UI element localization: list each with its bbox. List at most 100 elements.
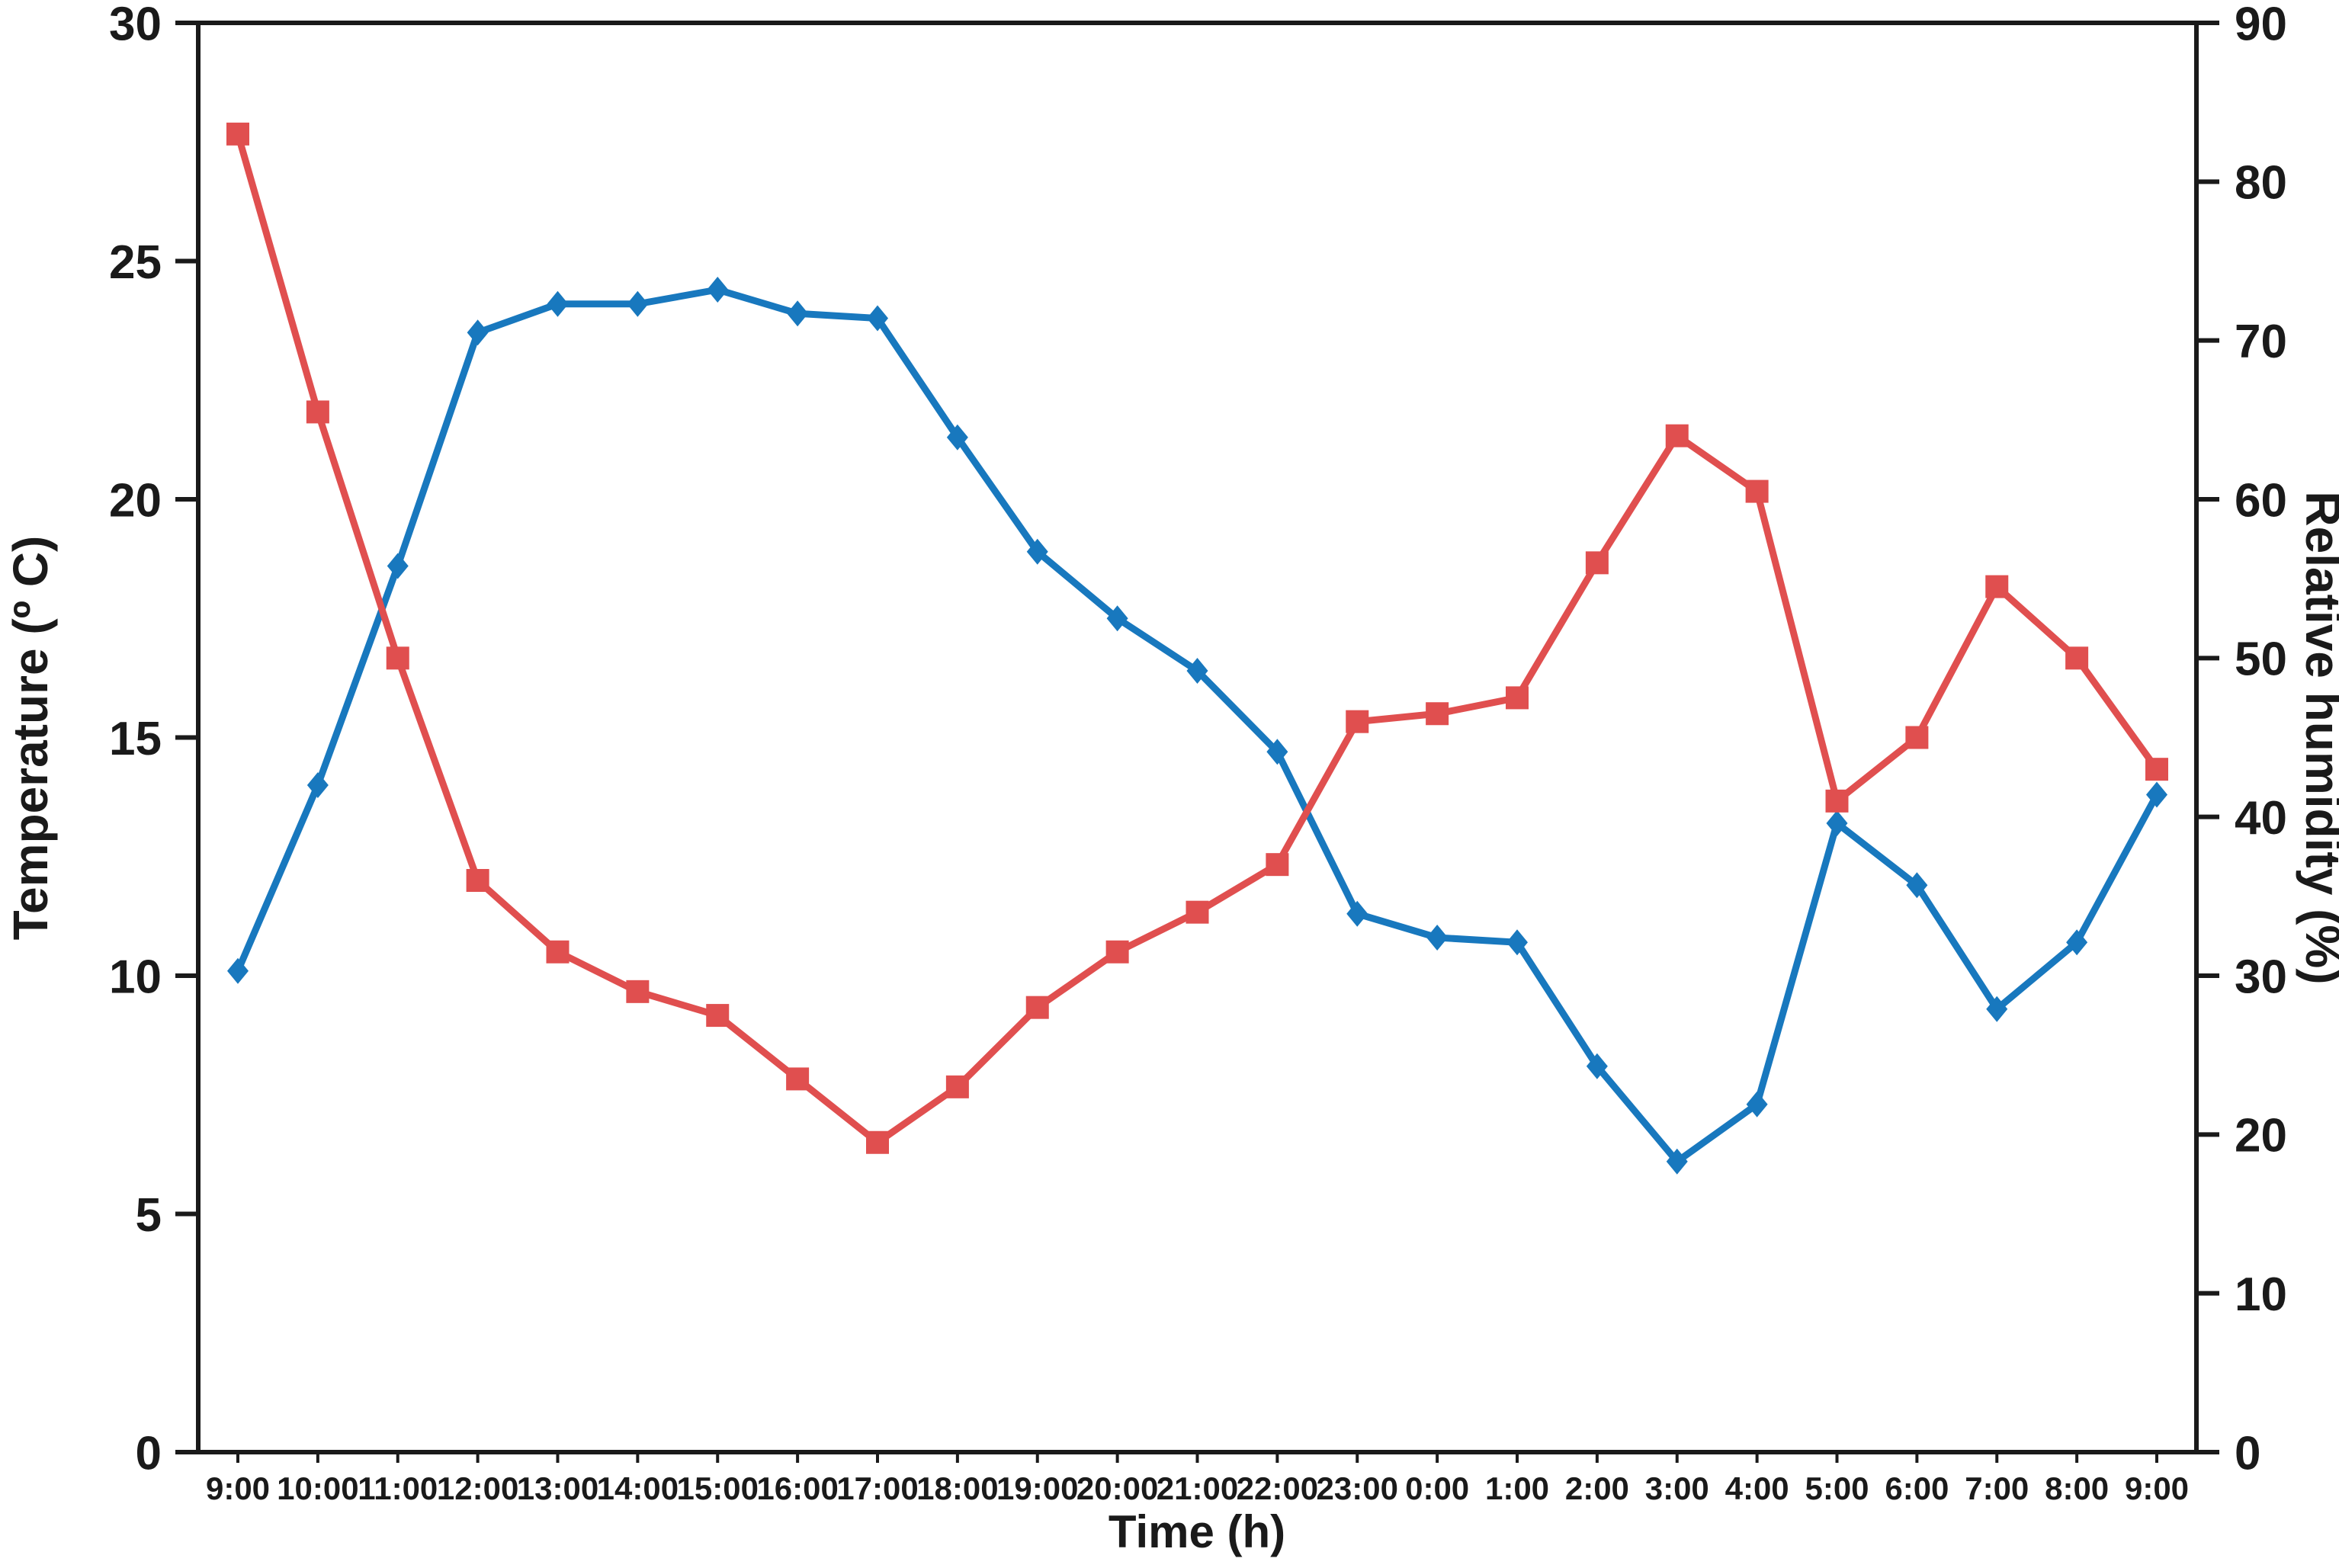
- left-axis-tick-label: 0: [136, 1427, 162, 1480]
- relative-humidity-series-marker: [2145, 758, 2168, 781]
- relative-humidity-series-marker: [546, 940, 570, 964]
- x-axis-tick-label: 9:00: [2125, 1470, 2189, 1506]
- x-axis-tick-label: 5:00: [1805, 1470, 1869, 1506]
- temperature-series-marker: [1906, 872, 1928, 899]
- x-axis-tick-label: 16:00: [756, 1470, 838, 1506]
- temperature-series-marker: [1666, 1148, 1688, 1175]
- x-axis-tick-label: 18:00: [916, 1470, 998, 1506]
- right-axis-tick-label: 20: [2235, 1110, 2287, 1162]
- relative-humidity-series-marker: [226, 122, 249, 146]
- x-axis-tick-label: 1:00: [1485, 1470, 1549, 1506]
- relative-humidity-series-marker: [1266, 853, 1289, 877]
- x-axis-tick-label: 8:00: [2045, 1470, 2109, 1506]
- x-axis-tick-label: 10:00: [277, 1470, 358, 1506]
- x-axis: 9:00 10:0011:0012:0013:0014:0015:0016:001…: [206, 1452, 2189, 1506]
- relative-humidity-series-marker: [306, 400, 329, 424]
- temperature-series-marker: [1746, 1091, 1768, 1117]
- x-axis-tick-label: 7:00: [1965, 1470, 2029, 1506]
- temperature-series-marker: [627, 290, 649, 317]
- x-axis-tick-label: 9:00: [206, 1470, 270, 1506]
- temperature-series-marker: [306, 772, 329, 798]
- relative-humidity-series-marker: [1665, 424, 1689, 447]
- plot-frame: [196, 21, 2199, 1454]
- left-axis-tick-label: 30: [109, 0, 162, 50]
- right-axis-tick-label: 0: [2235, 1427, 2260, 1480]
- relative-humidity-series-line: [234, 130, 2161, 1146]
- x-axis-tick-label: 6:00: [1885, 1470, 1949, 1506]
- right-axis-title: Relative humidity (%): [2296, 491, 2339, 984]
- temperature-series-marker: [1586, 1053, 1608, 1079]
- right-axis-tick-label: 80: [2235, 157, 2287, 210]
- right-axis-tick-label: 90: [2235, 0, 2287, 50]
- relative-humidity-series-marker: [626, 980, 650, 1003]
- x-axis-tick-label: 23:00: [1317, 1470, 1398, 1506]
- temperature-series-marker: [1826, 810, 1848, 836]
- temperature-series-line: [234, 286, 2161, 1166]
- temperature-series-marker: [707, 277, 729, 303]
- temperature-series-marker: [547, 290, 569, 317]
- x-axis-title: Time (h): [1109, 1506, 1285, 1557]
- relative-humidity-series-marker: [1346, 710, 1369, 733]
- right-axis-tick-label: 10: [2235, 1268, 2287, 1321]
- relative-humidity-series-marker: [786, 1067, 810, 1091]
- temperature-series-marker: [2066, 929, 2088, 956]
- left-axis: 0 5 10 15 20 25 30: [109, 0, 198, 1480]
- relative-humidity-series-marker: [1585, 551, 1609, 575]
- relative-humidity-series-marker: [866, 1130, 889, 1154]
- relative-humidity-series-marker: [1025, 996, 1049, 1019]
- relative-humidity-series: [226, 122, 2168, 1154]
- x-axis-tick-label: 22:00: [1237, 1470, 1318, 1506]
- temperature-series-marker: [1986, 996, 2008, 1022]
- x-axis-tick-label: 2:00: [1565, 1470, 1629, 1506]
- relative-humidity-series-marker: [1825, 789, 1849, 813]
- relative-humidity-series-marker: [945, 1075, 969, 1098]
- left-axis-tick-label: 5: [136, 1189, 162, 1242]
- x-axis-tick-label: 17:00: [836, 1470, 918, 1506]
- x-axis-tick-label: 14:00: [597, 1470, 679, 1506]
- temperature-series-marker: [946, 424, 968, 451]
- x-axis-tick-label: 15:00: [677, 1470, 759, 1506]
- right-axis-tick-label: 60: [2235, 474, 2287, 527]
- right-axis-tick-label: 40: [2235, 792, 2287, 845]
- x-axis-tick-label: 4:00: [1725, 1470, 1789, 1506]
- relative-humidity-series-marker: [1985, 575, 2009, 598]
- x-axis-tick-label: 20:00: [1076, 1470, 1158, 1506]
- x-axis-tick-label: 19:00: [996, 1470, 1078, 1506]
- right-axis: 0 10 20 30 40 50 60 70 80 90: [2196, 0, 2287, 1480]
- temperature-series-marker: [1426, 925, 1449, 951]
- right-axis-tick-label: 30: [2235, 951, 2287, 1003]
- temperature-series-marker: [467, 319, 489, 346]
- temperature-series-marker: [227, 957, 249, 984]
- temperature-series-marker: [1186, 658, 1208, 684]
- temperature-series-marker: [1266, 739, 1288, 765]
- left-axis-tick-label: 10: [109, 951, 162, 1003]
- x-axis-tick-label: 12:00: [437, 1470, 518, 1506]
- left-axis-title: Temperature (º C): [3, 536, 58, 941]
- temperature-series-marker: [1346, 900, 1368, 927]
- temperature-series-marker: [1506, 929, 1528, 956]
- relative-humidity-series-marker: [1105, 940, 1129, 964]
- right-axis-tick-label: 70: [2235, 316, 2287, 368]
- temperature-series-marker: [787, 300, 809, 327]
- temperature-series-marker: [387, 553, 409, 579]
- temperature-series-marker: [2146, 781, 2167, 808]
- relative-humidity-series-marker: [386, 646, 409, 670]
- temperature-series: [227, 277, 2167, 1175]
- x-axis-tick-label: 11:00: [358, 1470, 438, 1506]
- relative-humidity-series-marker: [466, 869, 489, 892]
- right-axis-tick-label: 50: [2235, 633, 2287, 686]
- relative-humidity-series-marker: [1506, 686, 1529, 710]
- temperature-series-marker: [1026, 538, 1048, 565]
- left-axis-tick-label: 15: [109, 713, 162, 765]
- relative-humidity-series-marker: [1426, 702, 1449, 726]
- relative-humidity-series-marker: [1745, 479, 1769, 503]
- x-axis-tick-label: 0:00: [1405, 1470, 1469, 1506]
- temperature-series-marker: [867, 305, 888, 332]
- left-axis-tick-label: 25: [109, 236, 162, 289]
- relative-humidity-series-marker: [706, 1004, 730, 1028]
- x-axis-tick-label: 13:00: [517, 1470, 598, 1506]
- x-axis-tick-label: 21:00: [1157, 1470, 1238, 1506]
